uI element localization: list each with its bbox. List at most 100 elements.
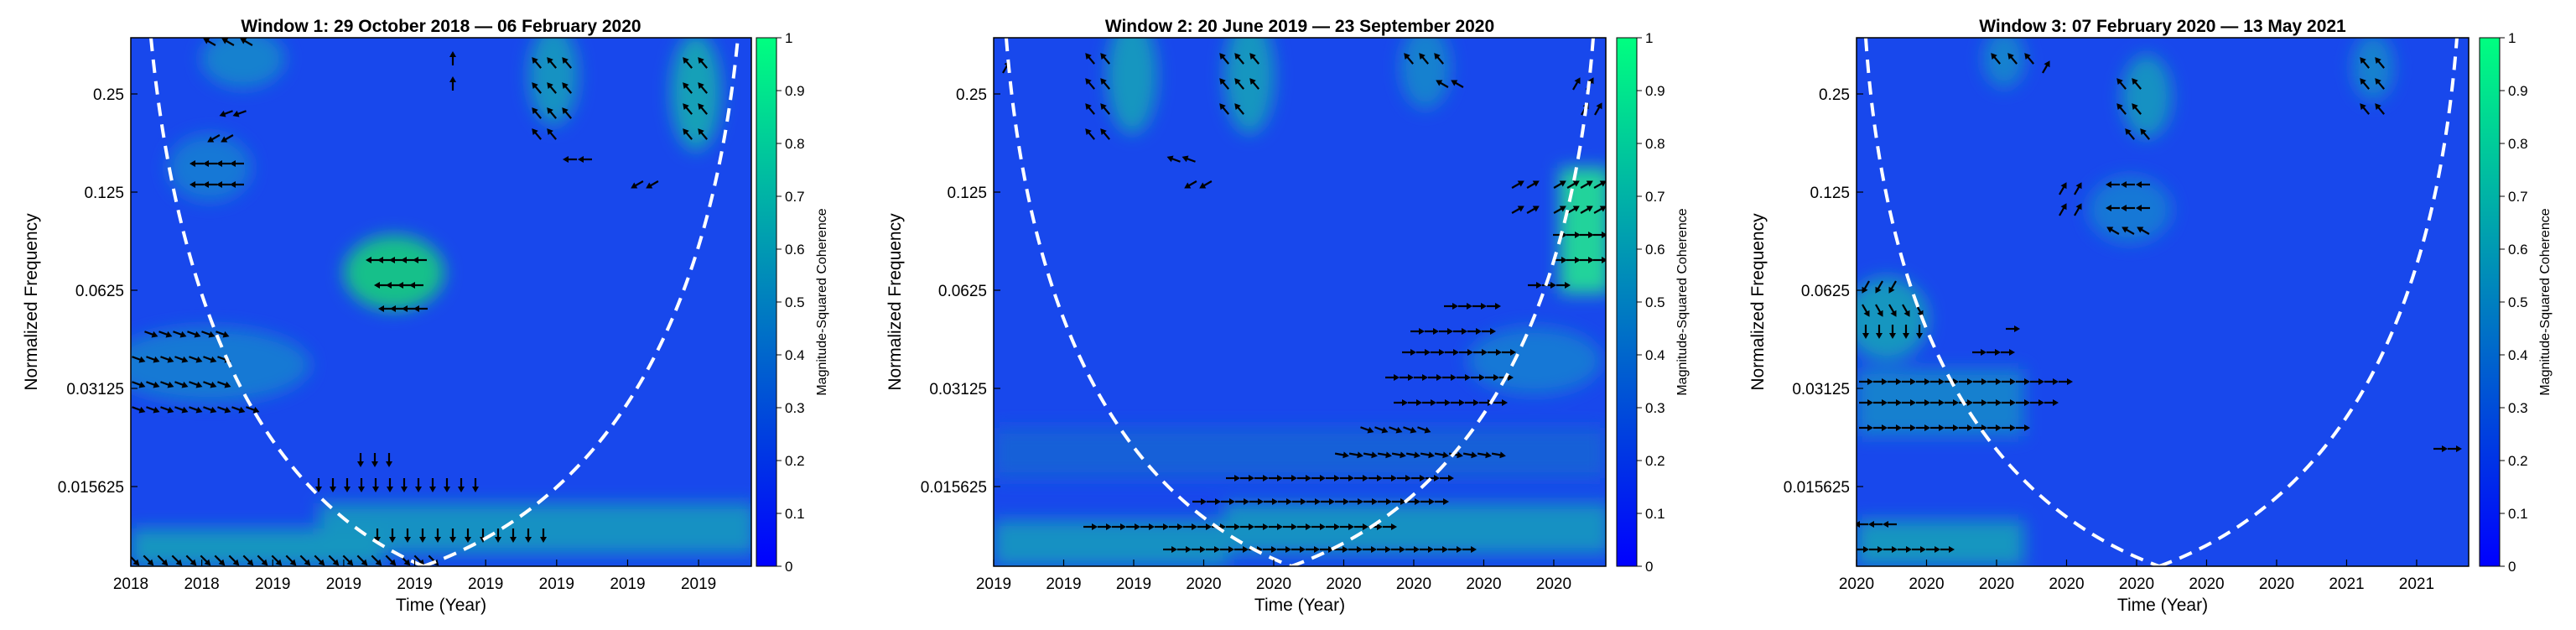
- phase-arrow: [1254, 523, 1269, 530]
- phase-arrow: [1311, 475, 1326, 482]
- phase-arrow: [683, 103, 693, 115]
- chart-title: Window 1: 29 October 2018 — 06 February …: [241, 17, 641, 36]
- phase-arrow: [1112, 523, 1126, 530]
- phase-arrow: [187, 331, 201, 338]
- phase-arrow: [1448, 546, 1462, 553]
- phase-arrow: [1594, 102, 1602, 116]
- phase-arrow: [1556, 282, 1571, 289]
- phase-arrow: [1453, 328, 1467, 335]
- phase-arrow: [185, 555, 197, 566]
- y-tick-labels: 0.25 0.125 0.0625 0.03125 0.015625: [58, 86, 138, 497]
- phase-arrow: [1383, 523, 1397, 530]
- phase-arrow: [146, 356, 160, 363]
- phase-arrow: [547, 107, 557, 119]
- phase-arrow: [1445, 349, 1459, 356]
- phase-arrow: [1405, 546, 1420, 553]
- phase-arrow: [1959, 378, 1973, 385]
- phase-arrow: [683, 82, 693, 94]
- phase-arrow: [683, 128, 693, 140]
- phase-arrow: [1263, 546, 1277, 553]
- colorbar-tick-label: 0.2: [785, 453, 805, 469]
- phase-arrow: [2016, 424, 2030, 431]
- phase-arrow: [203, 356, 217, 363]
- phase-arrow: [371, 555, 382, 566]
- x-tick-label: 2019: [326, 575, 361, 593]
- phase-arrow: [1192, 546, 1206, 553]
- phase-arrow: [1511, 180, 1524, 189]
- colorbar-tick-label: 1: [1645, 30, 1653, 46]
- x-axis-label: Time (Year): [1254, 596, 1345, 615]
- phase-arrow: [189, 356, 203, 363]
- phase-arrow: [1593, 232, 1606, 238]
- y-tick-label: 0.125: [947, 185, 987, 202]
- colorbar-tick-label: 0.7: [785, 189, 805, 205]
- phase-arrow: [563, 156, 577, 163]
- phase-arrow: [540, 528, 547, 543]
- phase-arrow: [1425, 328, 1439, 335]
- phase-arrow: [201, 331, 216, 338]
- y-tick-label: 0.25: [956, 86, 987, 104]
- coherence-blob: [1224, 503, 1606, 554]
- phase-arrow: [646, 180, 659, 189]
- phase-arrow: [1363, 451, 1378, 459]
- phase-arrow: [1566, 232, 1581, 238]
- phase-arrow: [1085, 103, 1095, 115]
- colorbar-tick-label: 0.8: [1645, 136, 1665, 152]
- phase-arrow: [1862, 304, 1870, 317]
- phase-arrow: [1444, 303, 1458, 310]
- phase-arrow: [1987, 424, 2002, 431]
- phase-arrow: [1363, 546, 1377, 553]
- phase-arrow: [1335, 498, 1349, 505]
- phase-arrow: [409, 282, 423, 289]
- phase-arrow: [190, 181, 204, 188]
- y-axis-label: Normalized Frequency: [886, 213, 905, 391]
- phase-arrow: [1435, 498, 1449, 505]
- phase-arrow: [2360, 103, 2370, 115]
- phase-arrow: [2044, 399, 2059, 406]
- colorbar-tick-label: 0.3: [785, 400, 805, 416]
- phase-arrow: [221, 134, 234, 143]
- colorbar-tick-label: 0: [2508, 559, 2516, 575]
- phase-arrow: [1916, 399, 1930, 406]
- coherence-blob: [1467, 327, 1602, 394]
- phase-arrow: [203, 181, 217, 188]
- phase-arrow: [1916, 378, 1930, 385]
- colorbar-tick-label: 0.4: [785, 347, 805, 363]
- phase-arrow: [1163, 546, 1177, 553]
- phase-arrow: [1126, 523, 1140, 530]
- phase-arrow: [2007, 53, 2018, 65]
- phase-arrow: [1898, 546, 1912, 553]
- phase-arrow: [2137, 226, 2150, 235]
- phase-arrow: [429, 478, 436, 492]
- phase-arrow: [228, 555, 240, 566]
- phase-arrow: [1405, 451, 1420, 459]
- colorbar-tick-label: 0: [785, 559, 792, 575]
- phase-arrow: [1166, 155, 1181, 163]
- colorbar-tick-label: 1: [2508, 30, 2516, 46]
- x-tick-label: 2019: [255, 575, 290, 593]
- colorbar-tick-label: 0.3: [1645, 400, 1665, 416]
- coherence-blob: [671, 38, 721, 151]
- phase-arrow: [1511, 206, 1524, 214]
- phase-arrow: [1973, 424, 1987, 431]
- phase-arrow: [1269, 475, 1283, 482]
- phase-arrow: [144, 331, 158, 338]
- y-tick-label: 0.03125: [929, 381, 987, 398]
- phase-arrow: [1945, 424, 1959, 431]
- phase-arrow: [698, 128, 708, 140]
- phase-arrow: [1403, 426, 1417, 434]
- phase-arrow: [1283, 475, 1297, 482]
- phase-arrow: [1553, 206, 1566, 214]
- x-tick-label: 2020: [1186, 575, 1221, 593]
- phase-arrow: [216, 160, 231, 167]
- phase-arrow: [1354, 523, 1368, 530]
- phase-arrow: [387, 478, 393, 492]
- phase-arrow: [1360, 426, 1374, 434]
- phase-arrow: [1930, 424, 1945, 431]
- heatmap-background: [994, 38, 1606, 566]
- phase-arrow: [1292, 498, 1306, 505]
- phase-arrow: [2136, 181, 2150, 188]
- phase-arrow: [434, 528, 441, 543]
- phase-arrow: [1566, 206, 1580, 214]
- phase-arrow: [1593, 257, 1606, 263]
